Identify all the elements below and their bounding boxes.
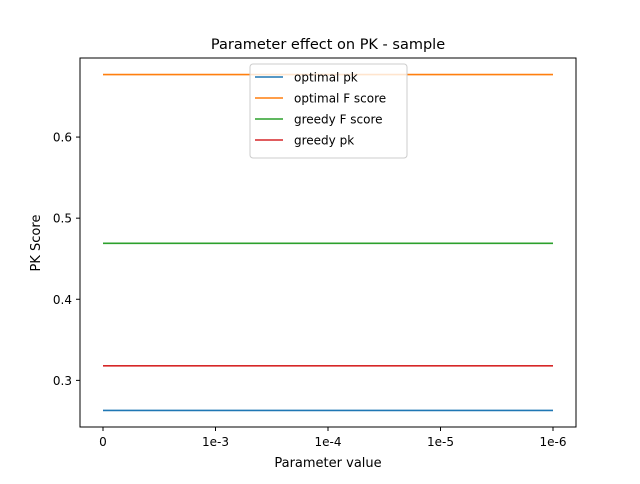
y-axis-ticks: 0.3 0.4 0.5 0.6	[53, 131, 80, 388]
y-tick-label: 0.6	[53, 131, 72, 145]
legend-label: optimal F score	[294, 92, 386, 106]
x-axis-ticks: 0 1e-3 1e-4 1e-5 1e-6	[99, 427, 566, 449]
x-tick-label: 1e-6	[540, 435, 567, 449]
legend-label: greedy F score	[294, 113, 383, 127]
x-tick-label: 1e-3	[202, 435, 229, 449]
x-tick-label: 1e-4	[315, 435, 342, 449]
y-tick-label: 0.3	[53, 374, 72, 388]
x-tick-label: 1e-5	[427, 435, 454, 449]
plot-frame	[79, 57, 577, 428]
legend-label: greedy pk	[294, 134, 354, 148]
y-tick-label: 0.5	[53, 212, 72, 226]
legend-label: optimal pk	[294, 71, 358, 85]
x-tick-label: 0	[99, 435, 107, 449]
legend: optimal pk optimal F score greedy F score g…	[249, 63, 408, 159]
y-tick-label: 0.4	[53, 293, 72, 307]
legend-box	[249, 63, 408, 159]
chart-title: Parameter effect on PK - sample	[211, 37, 445, 53]
x-axis-label: Parameter value	[274, 456, 381, 471]
y-axis-label: PK Score	[29, 215, 44, 272]
